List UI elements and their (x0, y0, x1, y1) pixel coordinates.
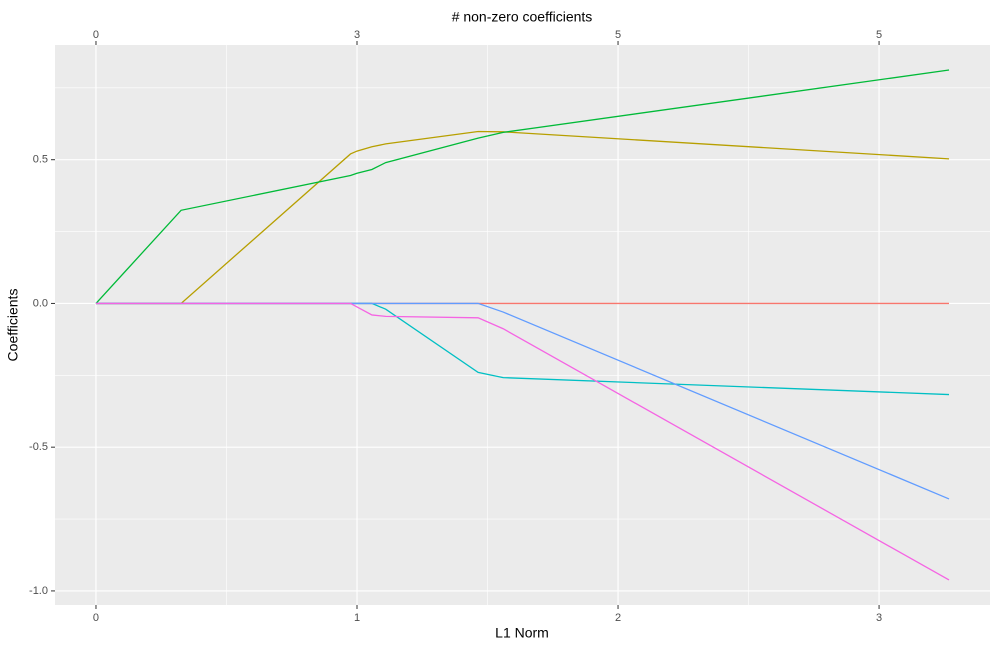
top-tick-label: 5 (615, 29, 621, 41)
top-tick-label: 3 (354, 29, 360, 41)
y-tick-label: -0.5 (29, 441, 48, 453)
y-tick-label: -1.0 (29, 585, 48, 597)
y-tick-label: 0.5 (33, 154, 48, 166)
top-axis-title: # non-zero coefficients (452, 9, 593, 25)
x-tick-label: 2 (615, 612, 621, 624)
y-axis-title: Coefficients (5, 289, 21, 362)
plot-panel (55, 45, 990, 605)
x-tick-label: 3 (876, 612, 882, 624)
top-tick-label: 5 (876, 29, 882, 41)
x-tick-label: 0 (93, 612, 99, 624)
y-tick-label: 0.0 (33, 297, 48, 309)
x-axis-title: L1 Norm (495, 625, 549, 641)
series-line (95, 130, 950, 305)
series-line (95, 69, 950, 304)
x-tick-label: 1 (354, 612, 360, 624)
top-tick-label: 0 (93, 29, 99, 41)
series-line (95, 302, 950, 581)
